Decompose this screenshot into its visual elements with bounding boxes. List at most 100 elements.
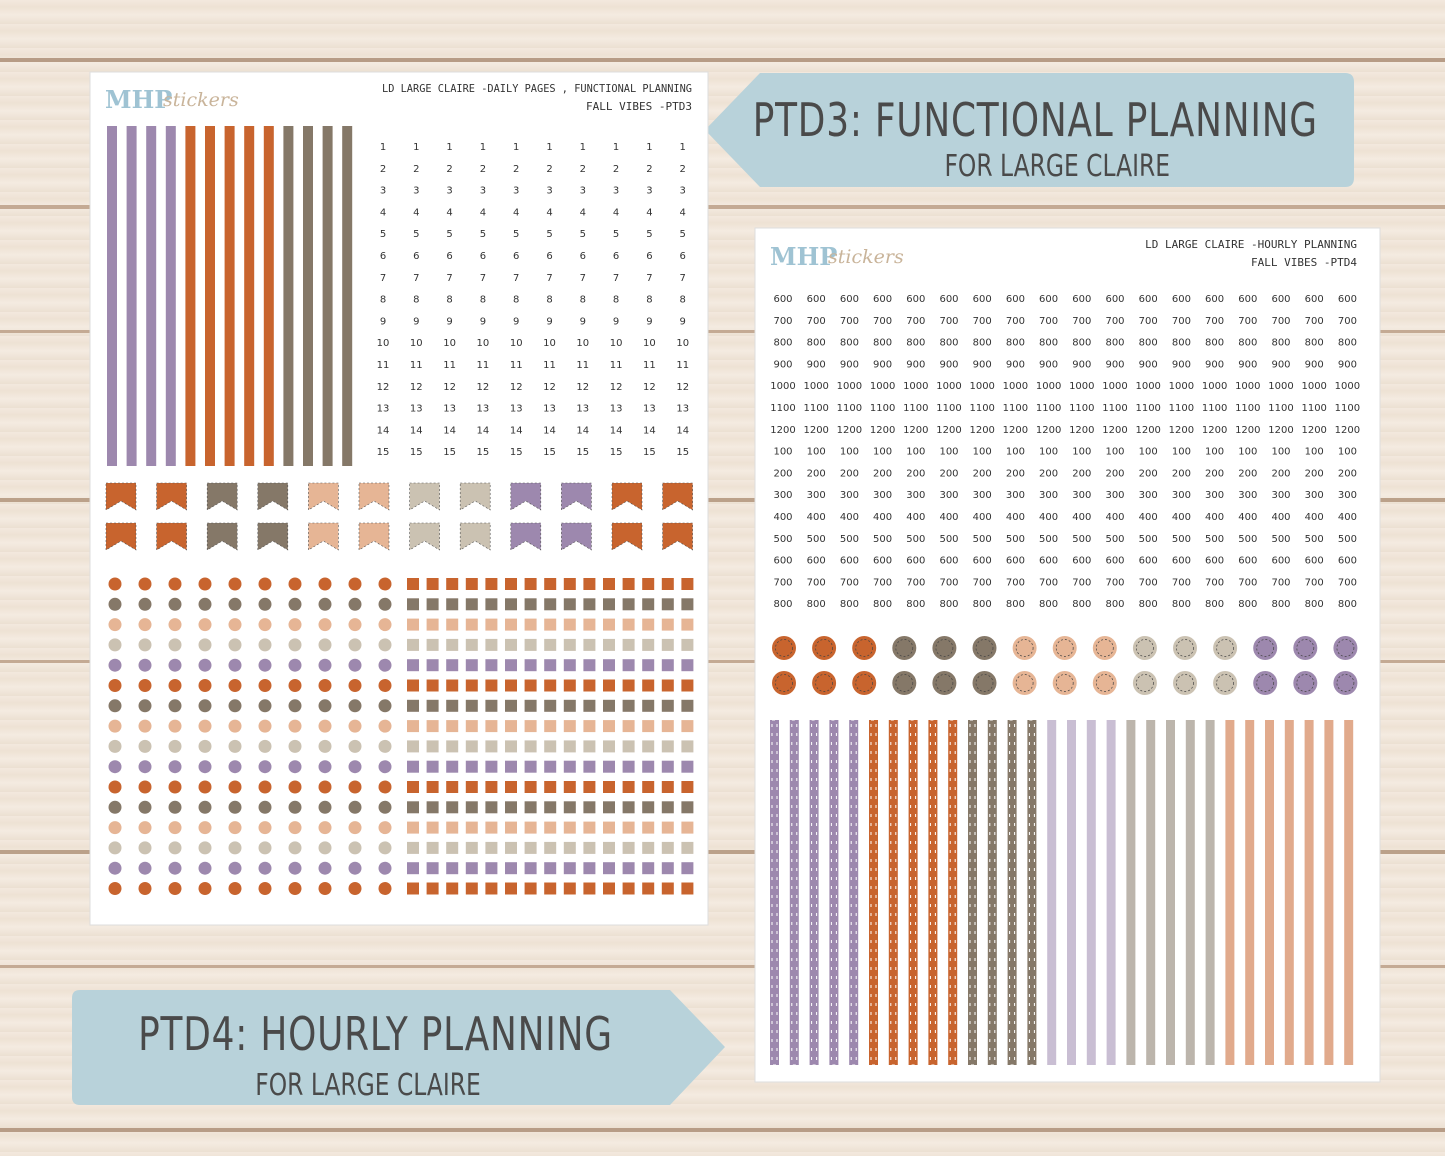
square-sticker <box>622 760 635 773</box>
hour-label: 500 <box>773 534 792 545</box>
dot-sticker <box>138 719 152 733</box>
square-sticker <box>642 659 655 672</box>
date-number: 5 <box>446 229 452 240</box>
washi-stripe <box>849 720 859 1065</box>
date-number: 12 <box>377 382 390 393</box>
circle-stitch <box>935 674 954 692</box>
hour-label: 800 <box>840 599 859 610</box>
hour-label: 100 <box>1338 447 1357 458</box>
hour-label: 200 <box>807 468 826 479</box>
square-sticker <box>603 821 615 834</box>
square-sticker <box>485 659 498 672</box>
hour-label: 700 <box>1072 577 1091 588</box>
hour-label: 800 <box>1271 599 1290 610</box>
dot-sticker <box>348 618 362 632</box>
square-sticker <box>505 720 517 733</box>
logo-mark: MHP <box>105 85 172 114</box>
dot-sticker <box>108 679 122 692</box>
washi-stripe <box>829 720 839 1065</box>
square-sticker <box>603 781 615 793</box>
hour-label: 1000 <box>1301 381 1326 392</box>
logo-script: stickers <box>828 246 904 268</box>
hour-label: 1000 <box>870 381 895 392</box>
hour-label: 200 <box>1305 468 1324 479</box>
date-number: 2 <box>446 164 452 175</box>
square-sticker <box>642 821 655 834</box>
sheet-header: LD LARGE CLAIRE -DAILY PAGES , FUNCTIONA… <box>382 82 692 95</box>
dot-sticker <box>258 719 272 733</box>
hour-label: 400 <box>1271 512 1290 523</box>
dot-sticker <box>318 638 332 652</box>
washi-stripe <box>888 720 898 1065</box>
date-number: 1 <box>646 142 652 153</box>
hour-label: 900 <box>906 359 925 370</box>
flag-sticker <box>611 482 643 511</box>
dot-sticker <box>228 739 242 753</box>
hour-label: 700 <box>1006 316 1025 327</box>
dot-sticker <box>288 739 302 753</box>
hour-label: 300 <box>1205 490 1224 501</box>
square-sticker <box>661 760 674 773</box>
hour-label: 1100 <box>1102 403 1127 414</box>
square-sticker <box>505 781 517 793</box>
square-sticker <box>622 862 635 875</box>
dot-sticker <box>198 821 212 835</box>
date-number: 6 <box>546 251 552 262</box>
hour-label: 800 <box>1006 599 1025 610</box>
hour-label: 300 <box>1172 490 1191 501</box>
hour-label: 200 <box>873 468 892 479</box>
hour-label: 1200 <box>1169 425 1194 436</box>
hour-label: 500 <box>1105 534 1124 545</box>
dot-sticker <box>168 800 182 814</box>
hour-label: 800 <box>1271 338 1290 349</box>
square-sticker <box>426 679 439 692</box>
square-sticker <box>465 618 478 631</box>
date-number: 4 <box>413 207 419 218</box>
dot-sticker <box>168 760 182 774</box>
square-sticker <box>544 760 557 773</box>
dot-sticker <box>348 658 362 672</box>
hour-label: 600 <box>973 556 992 567</box>
washi-stripe <box>1265 720 1274 1065</box>
hour-label: 700 <box>939 577 958 588</box>
square-sticker <box>563 781 576 793</box>
washi-stripe <box>1205 720 1215 1065</box>
date-number: 6 <box>513 251 519 262</box>
hour-label: 400 <box>1172 512 1191 523</box>
hour-label: 1100 <box>1169 403 1194 414</box>
hour-label: 600 <box>939 294 958 305</box>
dot-sticker <box>348 679 362 692</box>
hour-label: 800 <box>973 599 992 610</box>
square-sticker <box>544 598 557 611</box>
date-number: 5 <box>480 229 486 240</box>
washi-pattern <box>989 719 996 1066</box>
dot-sticker <box>378 841 392 855</box>
hour-label: 700 <box>1072 316 1091 327</box>
hour-label: 1100 <box>969 403 994 414</box>
square-sticker <box>524 801 537 814</box>
dot-sticker <box>138 699 152 713</box>
square-sticker <box>426 699 439 712</box>
hour-label: 800 <box>1172 599 1191 610</box>
hour-label: 600 <box>1139 294 1158 305</box>
square-sticker <box>642 618 655 631</box>
hour-label: 100 <box>939 447 958 458</box>
washi-pattern <box>969 719 976 1066</box>
square-sticker <box>583 760 596 773</box>
flag-sticker <box>662 522 693 551</box>
hour-label: 1200 <box>870 425 895 436</box>
dot-sticker <box>258 699 272 713</box>
date-number: 4 <box>646 207 652 218</box>
square-sticker <box>661 659 674 672</box>
hour-label: 600 <box>1238 556 1257 567</box>
square-sticker <box>681 578 694 590</box>
hour-label: 600 <box>1072 294 1091 305</box>
date-number: 14 <box>477 425 490 436</box>
hour-label: 900 <box>773 359 792 370</box>
hour-label: 900 <box>873 359 892 370</box>
hour-label: 800 <box>906 338 925 349</box>
dot-sticker <box>138 760 152 774</box>
hour-label: 100 <box>1238 447 1257 458</box>
square-sticker <box>563 801 576 814</box>
date-number: 4 <box>446 207 452 218</box>
